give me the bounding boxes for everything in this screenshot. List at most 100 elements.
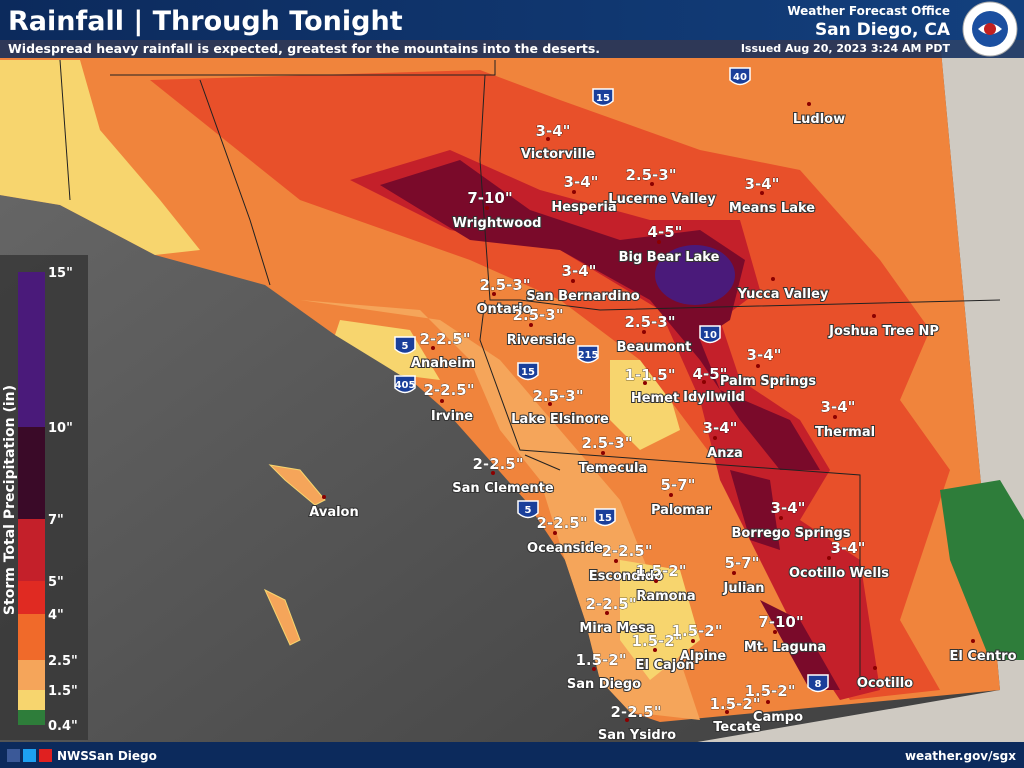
city-name: El Cajon <box>636 658 695 673</box>
highway-number: 40 <box>733 72 747 83</box>
city-name: Oceanside <box>527 541 603 556</box>
city-name: Escondido <box>589 569 664 584</box>
legend-label: 2.5" <box>48 654 78 669</box>
city-name: Mt. Laguna <box>744 640 826 655</box>
city-dot <box>669 493 673 497</box>
rainfall-amount: 2.5-3" <box>532 387 583 405</box>
city-dot <box>766 700 770 704</box>
city-dot <box>485 206 489 210</box>
city-dot <box>605 611 609 615</box>
city-name: Campo <box>753 710 803 725</box>
rainfall-amount: 2.5-3" <box>581 434 632 452</box>
rainfall-amount: 3-4" <box>771 499 806 517</box>
city-name: Irvine <box>431 409 473 424</box>
rainfall-amount: 2.5-3" <box>512 306 563 324</box>
city-dot <box>614 559 618 563</box>
rainfall-amount: 7-10" <box>758 613 803 631</box>
city-name: Yucca Valley <box>737 287 829 302</box>
rainfall-amount: 5-7" <box>661 476 696 494</box>
city-dot <box>779 516 783 520</box>
light-rain-area <box>335 320 700 680</box>
city-dot <box>601 451 605 455</box>
city-dot <box>657 240 661 244</box>
city-name: San Ysidro <box>598 728 676 743</box>
highway-number: 8 <box>815 679 822 690</box>
city-dot <box>553 531 557 535</box>
city-name: Beaumont <box>617 340 692 355</box>
highway-number: 405 <box>395 380 416 391</box>
rainfall-amount: 3-4" <box>564 173 599 191</box>
rainfall-amount: 4-5" <box>648 223 683 241</box>
city-name: Thermal <box>815 425 875 440</box>
city-name: Hesperia <box>551 200 616 215</box>
city-name: Means Lake <box>729 201 815 216</box>
highway-shield <box>592 88 614 107</box>
highway-shield <box>517 362 539 381</box>
rainfall-amount: 4-5" <box>693 365 728 383</box>
city-name: Ramona <box>636 589 695 604</box>
legend-label: 4" <box>48 608 64 623</box>
city-dot <box>322 495 326 499</box>
rainfall-amount: 7-10" <box>467 189 512 207</box>
city-dot <box>771 277 775 281</box>
city-name: Tecate <box>713 720 761 735</box>
city-dot <box>572 190 576 194</box>
city-name: Mira Mesa <box>579 621 654 636</box>
rainfall-amount: 1.5-2" <box>671 622 722 640</box>
city-name: Ocotillo <box>857 676 913 691</box>
rainfall-amount: 3-4" <box>703 419 738 437</box>
city-name: Joshua Tree NP <box>828 324 939 339</box>
location: San Diego, CA <box>815 20 951 40</box>
highway-shield <box>517 500 539 519</box>
legend-label: 5" <box>48 575 64 590</box>
highway-shield <box>594 508 616 527</box>
city-dot <box>732 571 736 575</box>
rainfall-amount: 3-4" <box>562 262 597 280</box>
city-name: Borrego Springs <box>731 526 850 541</box>
rainfall-amount: 1-1.5" <box>624 366 675 384</box>
city-dot <box>760 191 764 195</box>
subtitle-bar <box>0 40 1024 58</box>
city-dot <box>492 292 496 296</box>
county-lines <box>59 59 1001 690</box>
city-name: Ocotillo Wells <box>789 566 889 581</box>
rainfall-amount: 2-2.5" <box>423 381 474 399</box>
city-name: Ludlow <box>793 112 845 127</box>
rainfall-amount: 1.5-2" <box>635 562 686 580</box>
rainfall-amount: 3-4" <box>745 175 780 193</box>
title: Rainfall | Through Tonight <box>8 6 403 37</box>
city-name: Ontario <box>476 302 531 317</box>
rainfall-amount: 1.5-2" <box>709 695 760 713</box>
highway-shield <box>807 674 829 693</box>
legend-bar <box>18 272 45 725</box>
city-dot <box>643 381 647 385</box>
city-name: Palomar <box>651 503 712 518</box>
rainfall-amount: 2-2.5" <box>472 455 523 473</box>
highway-number: 215 <box>578 350 599 361</box>
city-dot <box>571 279 575 283</box>
rainfall-amount: 2-2.5" <box>601 542 652 560</box>
city-name: Avalon <box>309 505 359 520</box>
heavy-rain-area <box>150 70 950 700</box>
rainfall-amount: 2.5-3" <box>479 276 530 294</box>
city-dot <box>654 579 658 583</box>
legend-title: Storm Total Precipitation (in) <box>2 385 18 615</box>
legend-label: 10" <box>48 421 73 436</box>
highway-number: 15 <box>596 93 610 104</box>
nws-logo <box>962 1 1018 57</box>
subtitle: Widespread heavy rainfall is expected, g… <box>8 41 600 56</box>
low-rain-area <box>940 480 1024 660</box>
rainfall-amount: 2-2.5" <box>585 595 636 613</box>
issued: Issued Aug 20, 2023 3:24 AM PDT <box>741 42 951 55</box>
city-dot <box>491 471 495 475</box>
city-name: Lake Elsinore <box>511 412 609 427</box>
city-name: Alpine <box>680 649 727 664</box>
city-dot <box>971 639 975 643</box>
rainfall-amount: 3-4" <box>536 122 571 140</box>
city-dot <box>653 648 657 652</box>
arizona-terrain <box>680 40 1024 745</box>
city-dot <box>807 102 811 106</box>
city-dot <box>650 182 654 186</box>
footer-bar <box>0 742 1024 768</box>
